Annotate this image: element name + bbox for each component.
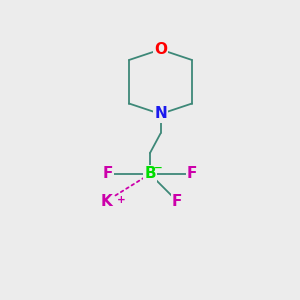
Text: O: O bbox=[154, 42, 167, 57]
Text: K: K bbox=[100, 194, 112, 208]
Text: −: − bbox=[154, 162, 163, 172]
Text: F: F bbox=[172, 194, 182, 208]
Text: +: + bbox=[117, 195, 126, 205]
Text: F: F bbox=[103, 167, 113, 182]
Text: N: N bbox=[154, 106, 167, 122]
Text: F: F bbox=[187, 167, 197, 182]
Text: B: B bbox=[144, 167, 156, 182]
